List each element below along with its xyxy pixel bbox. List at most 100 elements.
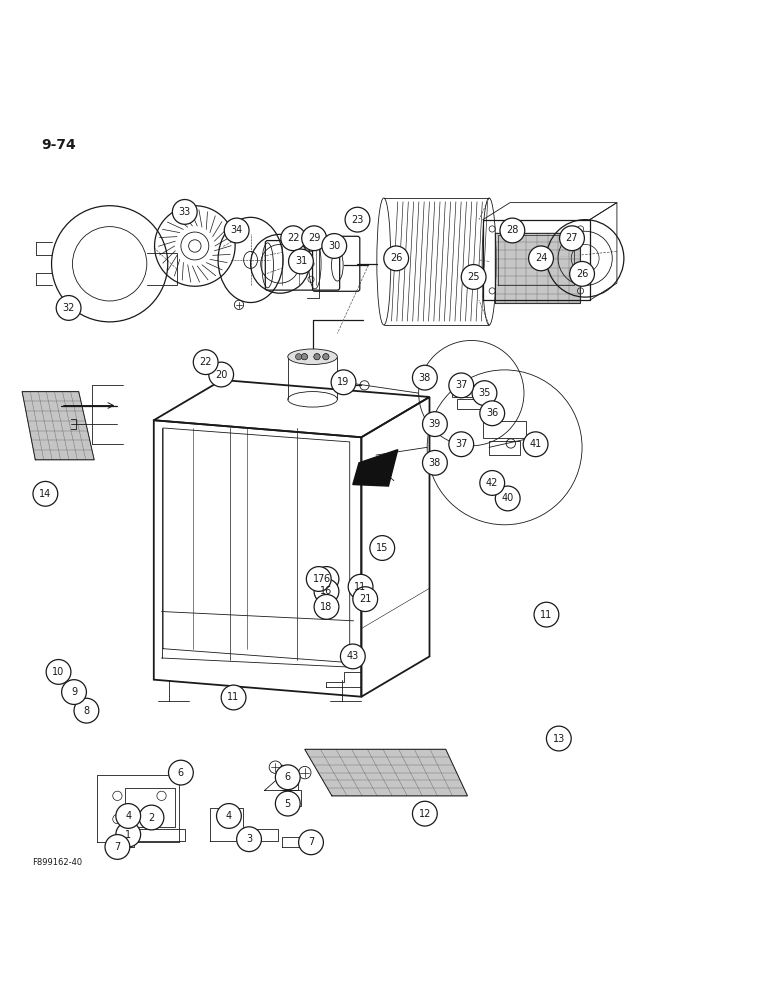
Circle shape <box>314 354 320 360</box>
Circle shape <box>193 350 218 375</box>
Circle shape <box>105 835 129 859</box>
Text: 40: 40 <box>502 493 514 503</box>
Circle shape <box>62 680 87 704</box>
Circle shape <box>314 567 339 591</box>
Circle shape <box>353 587 378 612</box>
Circle shape <box>480 401 505 426</box>
Circle shape <box>314 354 320 360</box>
Circle shape <box>413 365 438 390</box>
Text: 17: 17 <box>313 574 325 584</box>
Text: 39: 39 <box>429 419 441 429</box>
Text: 34: 34 <box>231 225 243 235</box>
Text: 10: 10 <box>52 667 65 677</box>
Circle shape <box>348 574 373 599</box>
Circle shape <box>314 594 339 619</box>
Circle shape <box>332 370 356 395</box>
Text: 6: 6 <box>324 574 330 584</box>
Circle shape <box>56 296 81 320</box>
Circle shape <box>322 234 346 258</box>
Text: 22: 22 <box>287 233 300 243</box>
Circle shape <box>302 226 327 251</box>
Circle shape <box>217 804 241 828</box>
Circle shape <box>448 373 473 398</box>
Text: 11: 11 <box>354 582 367 592</box>
Circle shape <box>495 486 520 511</box>
Text: 42: 42 <box>486 478 498 488</box>
Text: 33: 33 <box>179 207 191 217</box>
Text: 8: 8 <box>83 706 90 716</box>
Text: 37: 37 <box>455 380 467 390</box>
Text: 31: 31 <box>295 256 307 266</box>
Text: 11: 11 <box>228 692 239 702</box>
Circle shape <box>423 450 447 475</box>
Text: 22: 22 <box>200 357 212 367</box>
Circle shape <box>547 726 571 751</box>
Text: 20: 20 <box>215 370 227 380</box>
Circle shape <box>523 432 548 457</box>
Text: 7: 7 <box>115 842 121 852</box>
Circle shape <box>314 579 339 604</box>
Circle shape <box>472 381 497 406</box>
Circle shape <box>345 207 370 232</box>
Text: 43: 43 <box>346 651 359 661</box>
Circle shape <box>301 354 307 360</box>
Text: 4: 4 <box>125 811 131 821</box>
Circle shape <box>139 805 164 830</box>
Text: 21: 21 <box>359 594 371 604</box>
Circle shape <box>33 481 58 506</box>
Text: 37: 37 <box>455 439 467 449</box>
Text: 7: 7 <box>308 837 314 847</box>
Circle shape <box>172 200 197 224</box>
Text: 6: 6 <box>178 768 184 778</box>
Circle shape <box>500 218 525 243</box>
Circle shape <box>423 412 447 436</box>
Circle shape <box>275 765 300 790</box>
Circle shape <box>296 354 302 360</box>
Text: 9-74: 9-74 <box>41 138 76 152</box>
Text: 23: 23 <box>351 215 363 225</box>
Circle shape <box>209 362 233 387</box>
Circle shape <box>301 354 307 360</box>
Circle shape <box>340 644 365 669</box>
Circle shape <box>74 698 99 723</box>
Circle shape <box>222 685 246 710</box>
Circle shape <box>384 246 409 271</box>
Circle shape <box>480 471 505 495</box>
Circle shape <box>370 536 395 560</box>
Polygon shape <box>495 233 580 303</box>
Circle shape <box>299 830 324 855</box>
Circle shape <box>116 822 140 847</box>
Text: 26: 26 <box>576 269 588 279</box>
Circle shape <box>448 432 473 457</box>
Polygon shape <box>353 450 398 486</box>
Text: 11: 11 <box>541 610 552 620</box>
Text: 38: 38 <box>419 373 431 383</box>
Text: 16: 16 <box>321 586 332 596</box>
Circle shape <box>46 660 71 684</box>
Text: 29: 29 <box>308 233 321 243</box>
Ellipse shape <box>288 349 337 364</box>
Text: 14: 14 <box>39 489 51 499</box>
Text: 38: 38 <box>429 458 441 468</box>
Circle shape <box>168 760 193 785</box>
Circle shape <box>413 801 438 826</box>
Text: 15: 15 <box>376 543 388 553</box>
Text: 18: 18 <box>321 602 332 612</box>
Text: 6: 6 <box>285 772 291 782</box>
Circle shape <box>461 265 486 289</box>
Text: F899162-40: F899162-40 <box>32 858 83 867</box>
Circle shape <box>459 389 464 394</box>
Text: 2: 2 <box>148 813 154 823</box>
Text: 1: 1 <box>125 830 131 840</box>
Circle shape <box>559 226 584 251</box>
Text: 12: 12 <box>419 809 431 819</box>
Text: 28: 28 <box>506 225 519 235</box>
Circle shape <box>323 354 329 360</box>
Circle shape <box>116 804 140 828</box>
Circle shape <box>569 261 594 286</box>
Text: 25: 25 <box>467 272 480 282</box>
Text: 24: 24 <box>535 253 548 263</box>
Text: 26: 26 <box>390 253 402 263</box>
Circle shape <box>275 791 300 816</box>
Text: 27: 27 <box>566 233 578 243</box>
